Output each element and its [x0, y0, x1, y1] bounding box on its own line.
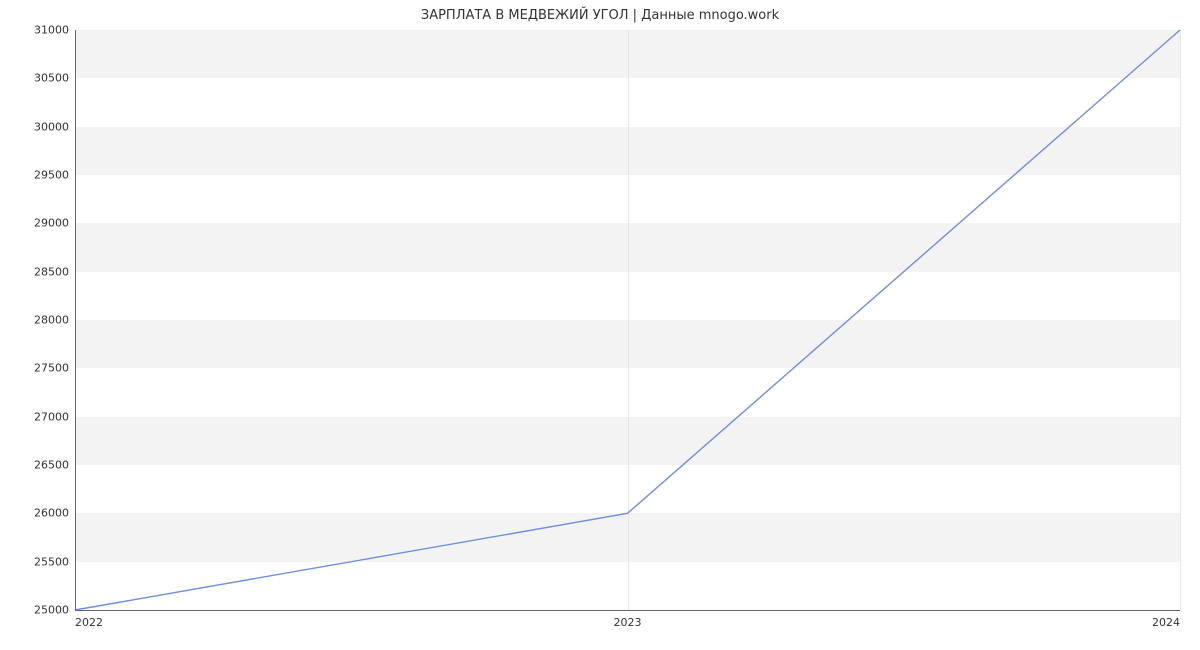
x-tick-label: 2024 [1152, 616, 1180, 629]
y-tick-label: 30000 [34, 120, 69, 133]
salary-line-chart: ЗАРПЛАТА В МЕДВЕЖИЙ УГОЛ | Данные mnogo.… [0, 0, 1200, 650]
y-tick-label: 29000 [34, 217, 69, 230]
x-tick-label: 2023 [614, 616, 642, 629]
plot-area: 2500025500260002650027000275002800028500… [75, 30, 1180, 610]
x-grid-line [1180, 30, 1181, 610]
y-tick-label: 25000 [34, 604, 69, 617]
y-axis-line [75, 30, 76, 610]
chart-title: ЗАРПЛАТА В МЕДВЕЖИЙ УГОЛ | Данные mnogo.… [0, 8, 1200, 23]
series-line [75, 30, 1180, 610]
y-tick-label: 26500 [34, 459, 69, 472]
y-tick-label: 28000 [34, 314, 69, 327]
salary-series-line [75, 30, 1180, 610]
y-tick-label: 31000 [34, 24, 69, 37]
y-tick-label: 29500 [34, 169, 69, 182]
x-tick-label: 2022 [75, 616, 103, 629]
y-tick-label: 26000 [34, 507, 69, 520]
y-tick-label: 25500 [34, 555, 69, 568]
y-tick-label: 30500 [34, 72, 69, 85]
y-tick-label: 28500 [34, 265, 69, 278]
y-tick-label: 27500 [34, 362, 69, 375]
y-tick-label: 27000 [34, 410, 69, 423]
x-axis-line [75, 610, 1180, 611]
